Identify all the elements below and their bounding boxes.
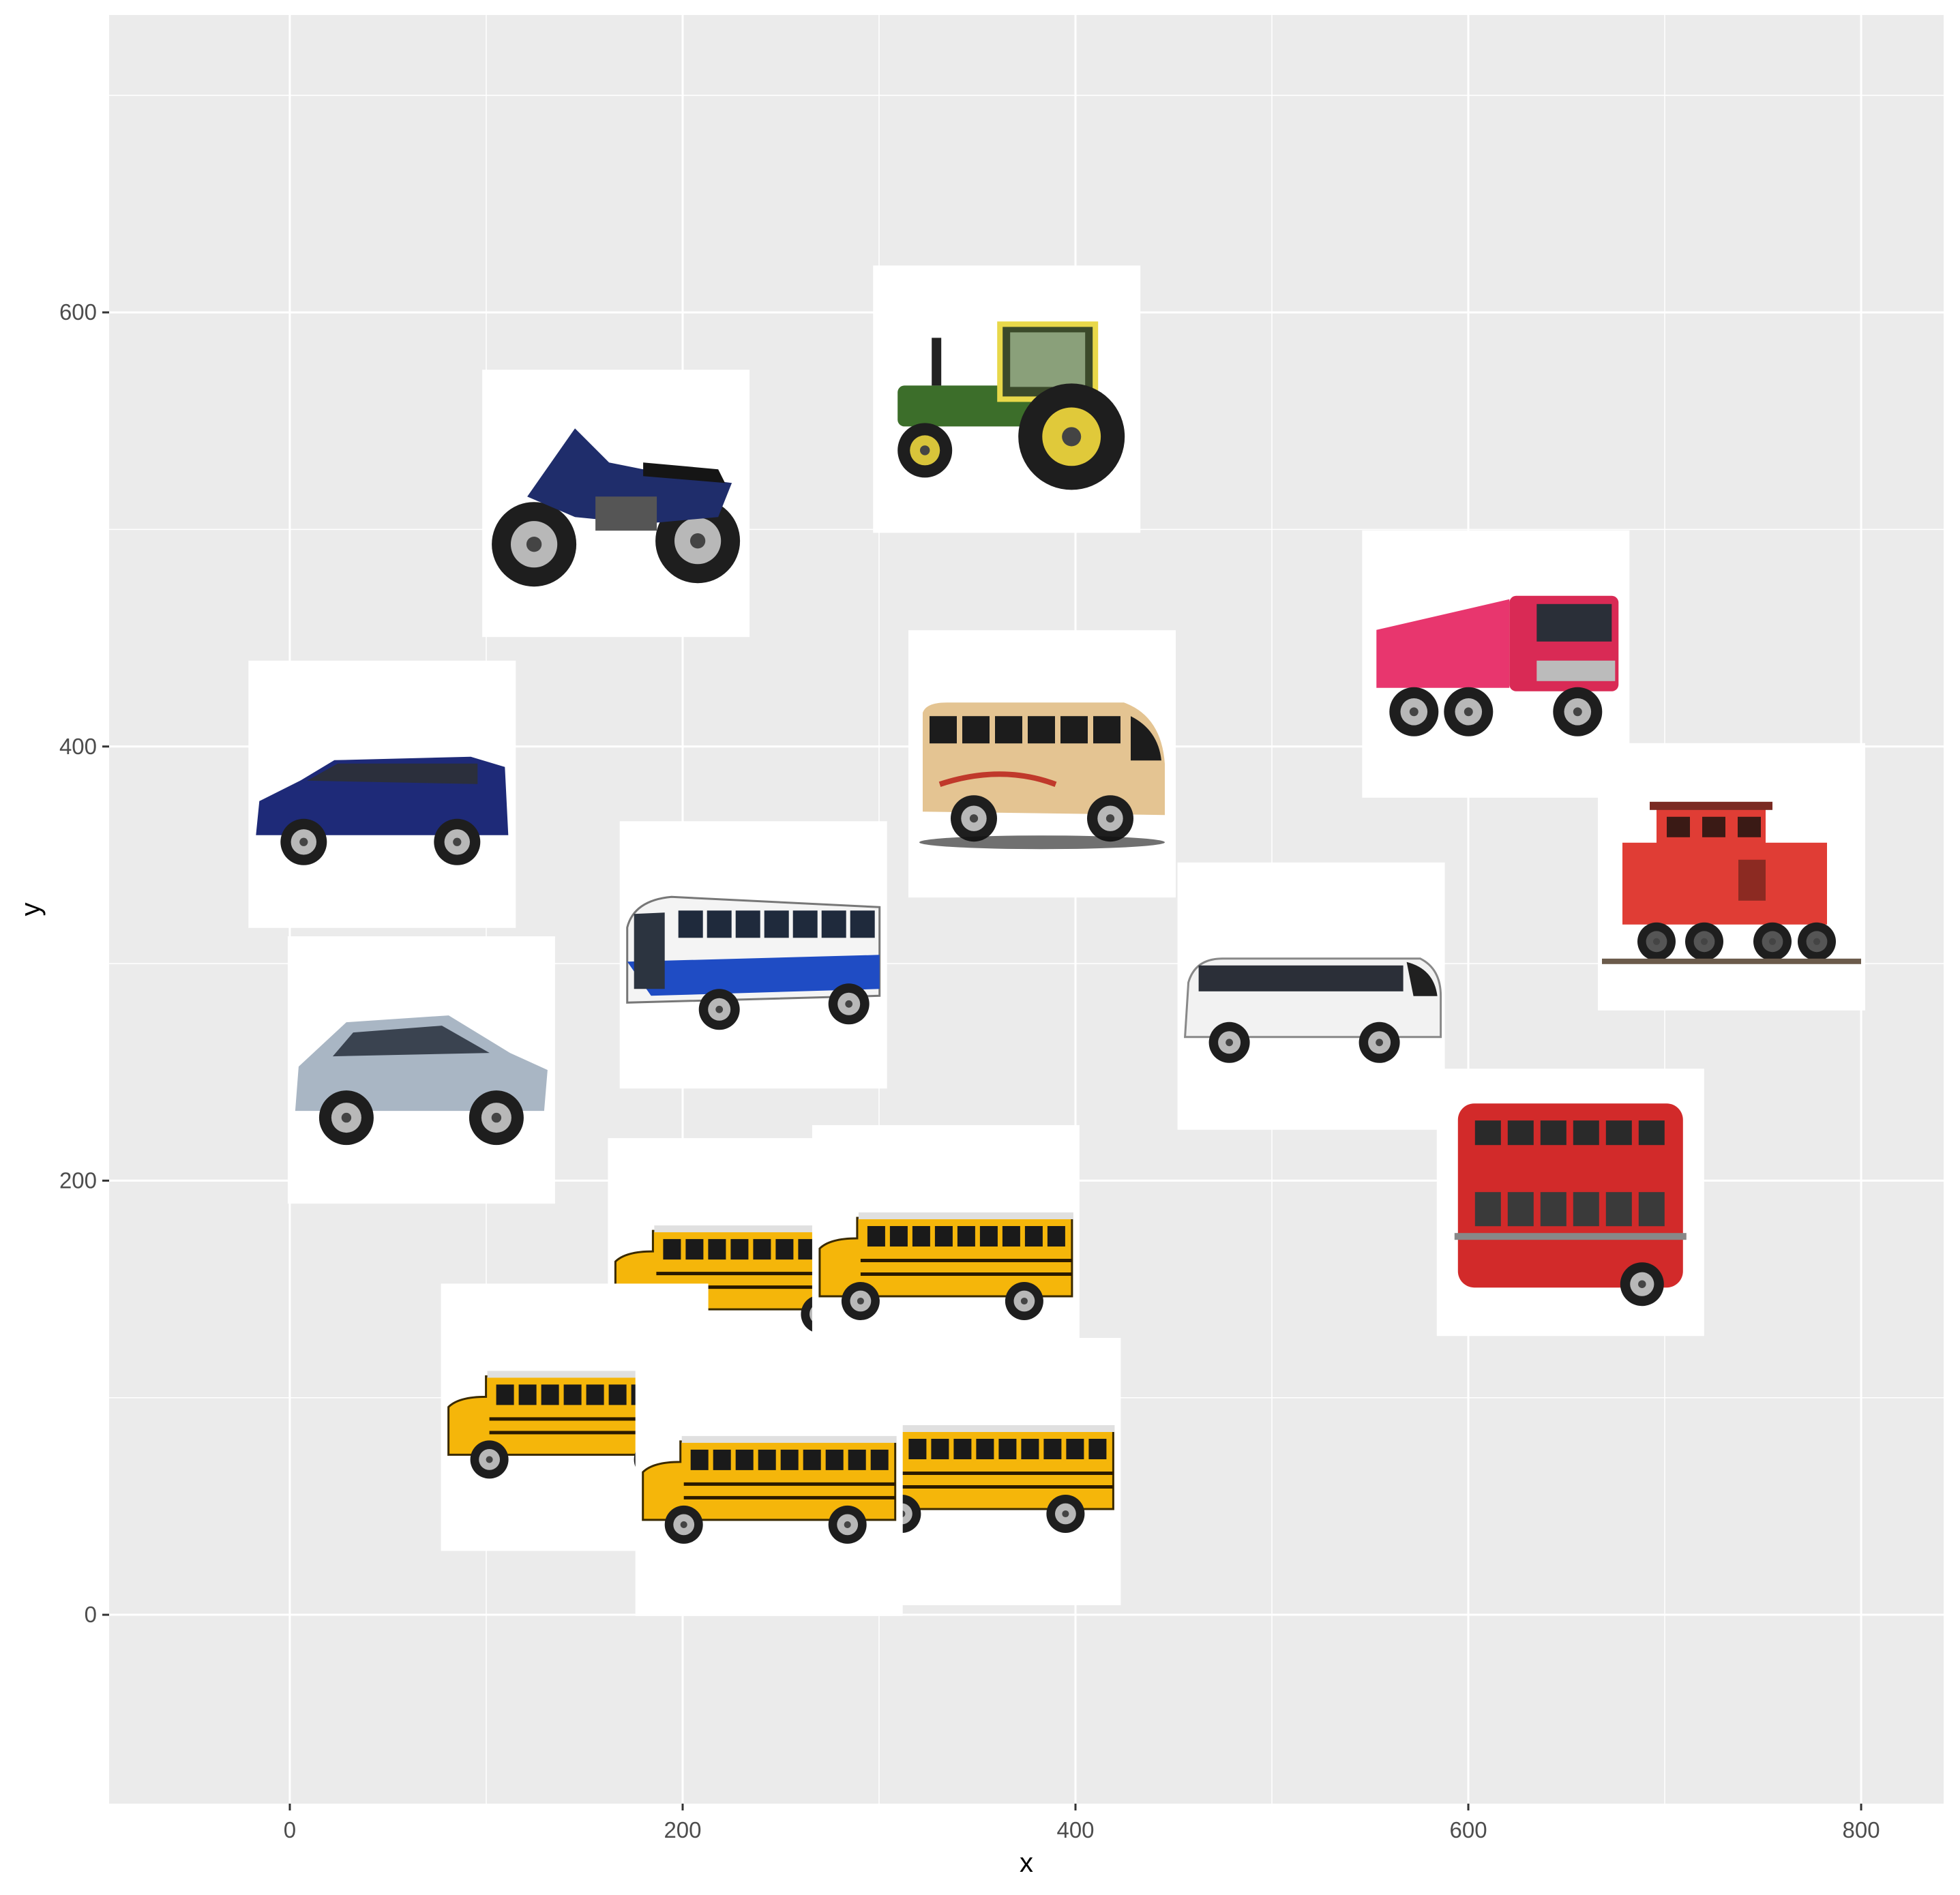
minivan-icon <box>248 660 516 928</box>
y-axis: 0 200 400 600 <box>59 299 109 1627</box>
y-tick-label: 200 <box>59 1167 97 1193</box>
x-tick-label: 400 <box>1056 1817 1094 1842</box>
minibus-icon <box>908 630 1176 898</box>
dump-truck-icon <box>1362 530 1630 798</box>
x-axis: 0 200 400 600 800 <box>284 1804 1880 1842</box>
x-tick-label: 200 <box>664 1817 701 1842</box>
x-tick-label: 0 <box>284 1817 296 1842</box>
y-axis-title: y <box>16 903 46 916</box>
motorcycle-icon <box>482 370 750 638</box>
train-caboose-icon <box>1598 743 1865 1011</box>
coach-bus-icon <box>1177 862 1445 1130</box>
x-axis-title: x <box>1020 1848 1033 1878</box>
hatchback-car-icon <box>287 936 555 1204</box>
y-tick-label: 400 <box>59 734 97 759</box>
y-tick-label: 600 <box>59 299 97 325</box>
x-tick-label: 800 <box>1843 1817 1880 1842</box>
tractor-icon <box>873 265 1141 533</box>
x-tick-label: 600 <box>1449 1817 1487 1842</box>
school-bus-icon <box>635 1348 903 1616</box>
y-tick-label: 0 <box>85 1602 97 1627</box>
city-bus-icon <box>619 821 887 1089</box>
image-points <box>248 265 1865 1616</box>
double-decker-bus-icon <box>1436 1069 1704 1337</box>
